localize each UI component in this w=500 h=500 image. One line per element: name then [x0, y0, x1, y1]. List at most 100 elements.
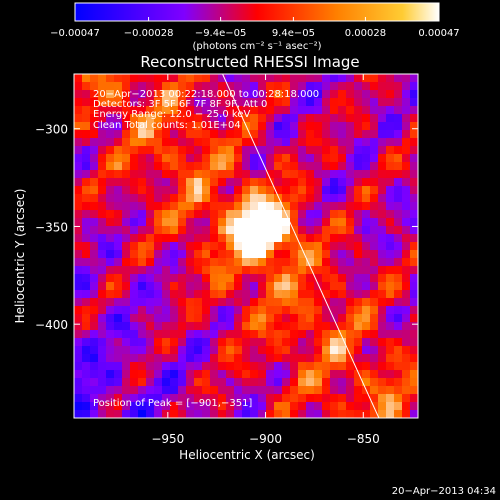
heatmap-cell	[242, 290, 251, 299]
heatmap-cell	[314, 98, 323, 107]
heatmap-cell	[386, 98, 395, 107]
heatmap-cell	[354, 338, 363, 347]
heatmap-cell	[82, 98, 91, 107]
heatmap-cell	[410, 178, 418, 187]
heatmap-cell	[186, 130, 195, 139]
heatmap-cell	[186, 282, 195, 291]
heatmap-cell	[298, 258, 307, 267]
heatmap-cell	[218, 362, 227, 371]
heatmap-cell	[250, 258, 259, 267]
heatmap-cell	[178, 98, 187, 107]
heatmap-cell	[410, 298, 418, 307]
heatmap-cell	[82, 194, 91, 203]
heatmap-cell	[98, 330, 107, 339]
heatmap-cell	[74, 258, 83, 267]
heatmap-cell	[298, 186, 307, 195]
heatmap-cell	[258, 234, 267, 243]
heatmap-cell	[82, 410, 91, 418]
heatmap-cell	[202, 146, 211, 155]
heatmap-cell	[210, 298, 219, 307]
heatmap-cell	[146, 322, 155, 331]
heatmap-cell	[362, 138, 371, 147]
heatmap-cell	[322, 386, 331, 395]
heatmap-cell	[234, 314, 243, 323]
solar-limb-line	[222, 74, 380, 418]
heatmap-cell	[194, 402, 203, 411]
heatmap-cell	[322, 306, 331, 315]
heatmap-cell	[242, 330, 251, 339]
heatmap-cell	[130, 242, 139, 251]
heatmap-cell	[362, 162, 371, 171]
heatmap-cell	[74, 122, 83, 131]
heatmap-cell	[154, 322, 163, 331]
heatmap-cell	[106, 410, 115, 418]
heatmap-cell	[98, 218, 107, 227]
heatmap-cell	[98, 410, 107, 418]
heatmap-cell	[314, 314, 323, 323]
heatmap-cell	[322, 282, 331, 291]
heatmap-cell	[362, 98, 371, 107]
heatmap-cell	[322, 266, 331, 275]
heatmap-cell	[266, 330, 275, 339]
heatmap-cell	[258, 138, 267, 147]
heatmap-cell	[82, 226, 91, 235]
heatmap-cell	[186, 186, 195, 195]
heatmap-cell	[194, 322, 203, 331]
heatmap-cell	[106, 82, 115, 91]
heatmap-cell	[370, 402, 379, 411]
heatmap-cell	[386, 106, 395, 115]
heatmap-cell	[274, 162, 283, 171]
heatmap-cell	[106, 98, 115, 107]
heatmap-cell	[122, 234, 131, 243]
heatmap-cell	[90, 402, 99, 411]
heatmap-cell	[226, 122, 235, 131]
heatmap-cell	[242, 178, 251, 187]
heatmap-cell	[402, 122, 411, 131]
heatmap-cell	[298, 194, 307, 203]
heatmap-cell	[114, 386, 123, 395]
heatmap-cell	[234, 322, 243, 331]
heatmap-cell	[370, 362, 379, 371]
heatmap-cell	[306, 290, 315, 299]
heatmap-cell	[378, 186, 387, 195]
heatmap-cell	[354, 194, 363, 203]
heatmap-cell	[410, 170, 418, 179]
heatmap-cell	[178, 170, 187, 179]
heatmap-cell	[82, 186, 91, 195]
heatmap-cell	[82, 250, 91, 259]
heatmap-cell	[178, 402, 187, 411]
heatmap-cell	[386, 114, 395, 123]
heatmap-cell	[202, 338, 211, 347]
heatmap-cell	[370, 234, 379, 243]
heatmap-cell	[338, 266, 347, 275]
heatmap-cell	[258, 378, 267, 387]
heatmap-cell	[90, 330, 99, 339]
heatmap-cell	[370, 258, 379, 267]
heatmap-cell	[138, 266, 147, 275]
heatmap-cell	[410, 386, 418, 395]
heatmap-cell	[138, 186, 147, 195]
heatmap-cell	[314, 306, 323, 315]
heatmap-cell	[354, 306, 363, 315]
heatmap-cell	[178, 386, 187, 395]
heatmap-cell	[138, 282, 147, 291]
heatmap-cell	[338, 354, 347, 363]
heatmap-cell	[114, 210, 123, 219]
heatmap-cell	[274, 114, 283, 123]
heatmap-cell	[178, 122, 187, 131]
heatmap-cell	[242, 170, 251, 179]
heatmap-cell	[162, 306, 171, 315]
heatmap-cell	[146, 74, 155, 83]
heatmap-cell	[242, 370, 251, 379]
heatmap-cell	[234, 218, 243, 227]
heatmap-cell	[290, 346, 299, 355]
heatmap-cell	[402, 402, 411, 411]
heatmap-cell	[410, 130, 418, 139]
heatmap-cell	[226, 274, 235, 283]
heatmap-cell	[138, 154, 147, 163]
heatmap-cell	[242, 74, 251, 83]
heatmap-cell	[82, 306, 91, 315]
heatmap-cell	[170, 138, 179, 147]
heatmap-cell	[122, 266, 131, 275]
heatmap-cell	[346, 98, 355, 107]
